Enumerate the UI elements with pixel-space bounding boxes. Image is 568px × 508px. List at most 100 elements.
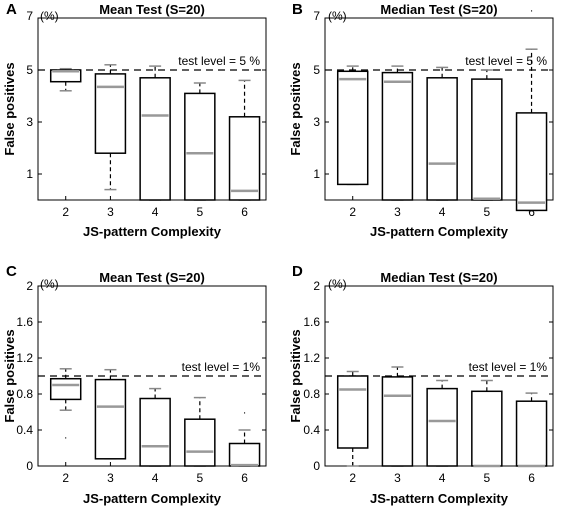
y-axis-label: False positives (288, 62, 303, 155)
x-tick-label: 6 (241, 471, 248, 485)
y-tick-label: 1.2 (16, 351, 33, 365)
x-tick-label: 3 (107, 471, 114, 485)
y-tick-label: 1.6 (16, 315, 33, 329)
x-axis-label: JS-pattern Complexity (370, 491, 509, 506)
box-6: · (515, 5, 548, 212)
panel-title: Median Test (S=20) (380, 270, 497, 285)
y-tick-label: 0 (313, 459, 320, 473)
x-tick-label: 4 (152, 205, 159, 219)
box-5 (471, 69, 503, 201)
x-tick-label: 4 (439, 471, 446, 485)
x-tick-label: 2 (62, 471, 69, 485)
outlier-point: · (64, 432, 68, 444)
y-axis-label: False positives (288, 329, 303, 422)
box-2 (336, 65, 369, 186)
box-iqr (336, 375, 369, 449)
y-tick-label: 7 (26, 9, 33, 23)
x-axis-label: JS-pattern Complexity (83, 491, 222, 506)
box-4 (139, 65, 171, 201)
x-tick-label: 6 (241, 205, 248, 219)
y-tick-label: 1.6 (303, 315, 320, 329)
box-4 (426, 66, 458, 201)
y-tick-label: 0.8 (303, 387, 320, 401)
y-tick-label: 5 (313, 63, 320, 77)
box-iqr (471, 390, 503, 467)
panel-letter: C (6, 263, 17, 280)
x-tick-label: 3 (107, 205, 114, 219)
x-tick-label: 5 (483, 205, 490, 219)
box-4 (139, 387, 171, 467)
box-6 (228, 79, 261, 201)
x-tick-label: 6 (528, 205, 535, 219)
x-tick-label: 3 (394, 205, 401, 219)
box-3 (381, 65, 414, 201)
reference-label: test level = 1% (182, 360, 261, 374)
box-iqr (515, 400, 548, 467)
box-5 (184, 396, 216, 467)
y-axis-label: False positives (2, 329, 17, 422)
box-iqr (336, 70, 369, 186)
panel-letter: D (292, 263, 303, 280)
panel-c: C Mean Test (S=20) (%) 0 0.4 0.8 1.2 1.6 2 2 3 4 5 6 J… (2, 263, 267, 506)
box-iqr (184, 418, 216, 467)
x-tick-label: 2 (62, 205, 69, 219)
box-3 (94, 64, 127, 191)
panel-letter: B (292, 1, 303, 18)
box-iqr (381, 71, 414, 201)
y-tick-label: 2 (26, 279, 33, 293)
x-tick-label: 2 (349, 471, 356, 485)
panel-d: D Median Test (S=20) (%) 0 0.4 0.8 1.2 1.6 2 2 3 4 5… (288, 263, 554, 506)
panel-a: A Mean Test (S=20) (%) 1 3 5 7 2 3 4 5 6 JS-pattern … (2, 1, 267, 239)
box-4 (426, 379, 458, 467)
outlier-point: · (243, 407, 247, 419)
box-6: · (228, 407, 261, 467)
box-3 (381, 366, 414, 467)
y-tick-label: 1 (26, 167, 33, 181)
reference-label: test level = 5 % (178, 54, 260, 68)
y-tick-label: 1.2 (303, 351, 320, 365)
y-tick-label: 3 (26, 115, 33, 129)
box-iqr (139, 77, 171, 201)
box-iqr (426, 77, 458, 201)
x-tick-label: 2 (349, 205, 356, 219)
x-tick-label: 4 (439, 205, 446, 219)
x-tick-label: 3 (394, 471, 401, 485)
x-tick-label: 4 (152, 471, 159, 485)
x-axis-label: JS-pattern Complexity (83, 224, 222, 239)
panel-letter: A (6, 1, 17, 18)
x-tick-label: 6 (528, 471, 535, 485)
y-axis-label: False positives (2, 62, 17, 155)
outlier-point: · (530, 5, 534, 17)
x-tick-label: 5 (196, 205, 203, 219)
box-iqr (49, 377, 82, 401)
box-iqr (228, 442, 261, 467)
y-tick-label: 7 (313, 9, 320, 23)
y-unit-label: (%) (328, 9, 347, 23)
y-tick-label: 1 (313, 167, 320, 181)
panel-title: Mean Test (S=20) (99, 2, 205, 17)
reference-label: test level = 1% (469, 360, 548, 374)
box-iqr (381, 376, 414, 467)
y-tick-label: 0 (26, 459, 33, 473)
panel-title: Median Test (S=20) (380, 2, 497, 17)
box-iqr (184, 92, 216, 201)
box-iqr (94, 378, 127, 460)
box-iqr (139, 397, 171, 467)
box-iqr (515, 112, 548, 212)
y-unit-label: (%) (40, 277, 59, 291)
box-5 (471, 379, 503, 468)
box-iqr (426, 387, 458, 467)
box-3 (94, 368, 127, 460)
panel-b: B Median Test (S=20) (%) 1 3 5 7 2 3 4 5 6 JS-patter… (288, 1, 554, 239)
y-unit-label: (%) (40, 9, 59, 23)
box-2 (49, 67, 82, 92)
box-2: · (49, 368, 82, 444)
y-tick-label: 5 (26, 63, 33, 77)
box-2 (336, 370, 369, 467)
x-tick-label: 5 (483, 471, 490, 485)
panel-title: Mean Test (S=20) (99, 270, 205, 285)
box-iqr (471, 78, 503, 201)
y-tick-label: 3 (313, 115, 320, 129)
box-iqr (228, 116, 261, 201)
